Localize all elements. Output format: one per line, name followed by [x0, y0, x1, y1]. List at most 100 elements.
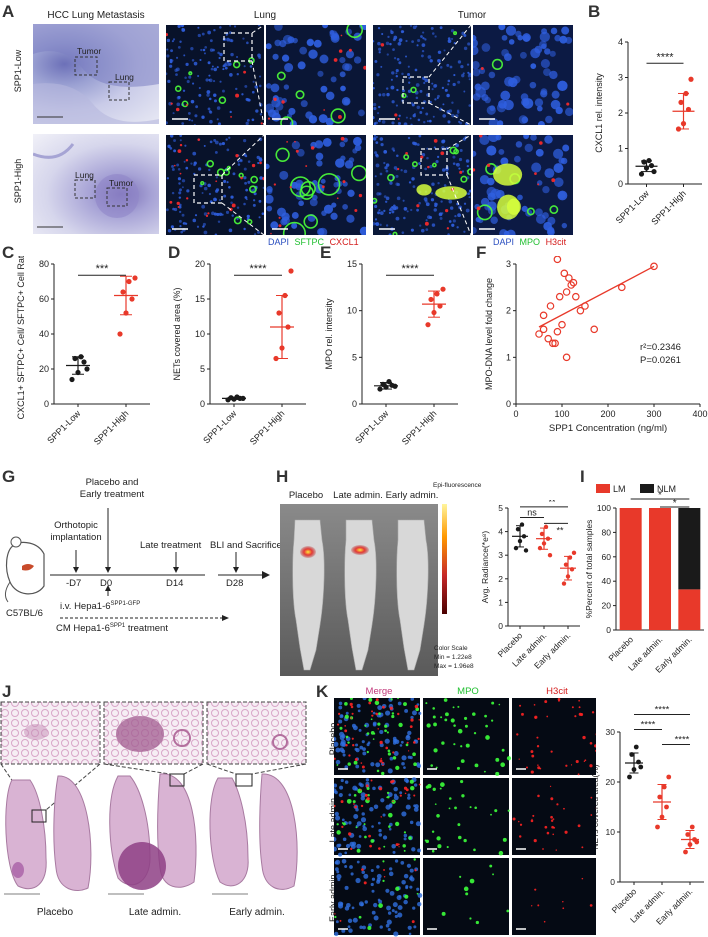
data-point: [618, 283, 626, 292]
g-cm-tail: treatment: [125, 623, 168, 635]
g-placebo-early: Placebo and Early treatment: [79, 477, 145, 500]
y-tick-label: 3: [498, 550, 503, 560]
data-point: [553, 256, 562, 264]
k-col-merge: Merge: [365, 686, 393, 697]
bar-nlm: [678, 508, 701, 590]
g-iv: i.v. Hepa1-6SPP1-GFP: [60, 601, 140, 612]
data-point: [666, 774, 672, 780]
j-label-early: Early admin.: [229, 907, 285, 918]
bar-lm: [619, 508, 642, 630]
data-point: [567, 281, 576, 289]
g-mouse-strain: C57BL/6: [6, 608, 43, 619]
h-label-late: Late admin.: [333, 490, 383, 501]
g-cm-text: CM Hepa1-6: [56, 623, 110, 635]
y-tick-label: 1: [506, 352, 511, 362]
data-point: [562, 353, 571, 362]
legend-swatch-lm: [596, 484, 610, 493]
data-point: [638, 171, 645, 177]
y-tick-label: 0: [200, 399, 205, 409]
data-point: [657, 794, 663, 800]
y-tick-label: 60: [602, 552, 612, 562]
chart-e: 0 5 10 15 SPP1-Low SPP1-High MPO rel. intensit…: [324, 259, 458, 447]
y-axis-label: Avg. Radiance(*e⁸): [480, 531, 490, 604]
g-orthotopic: Orthotopic implantation: [50, 520, 102, 543]
data-point: [84, 366, 90, 372]
k-if-tile: [334, 777, 422, 857]
h-epi: Epi-fluorescence: [433, 482, 482, 489]
sig-label: *: [658, 490, 662, 501]
if-lung-low-zoom: [265, 24, 367, 126]
y-tick-label: 0: [606, 625, 611, 635]
if-tumor-high-zoom: [472, 134, 574, 236]
j-label-placebo: Placebo: [36, 907, 74, 918]
data-point: [555, 292, 564, 301]
y-tick-label: 100: [597, 503, 611, 513]
y-axis-label: MPO-DNA level fold change: [484, 278, 494, 390]
data-point: [636, 759, 641, 765]
y-tick-label: 40: [602, 576, 612, 586]
k-if-tile: [334, 858, 423, 937]
x-axis-label: SPP1 Concentration (ng/ml): [549, 423, 667, 434]
k-if-grid: [334, 698, 596, 937]
x-tick-label: 300: [646, 409, 661, 419]
data-point: [547, 553, 553, 558]
data-point: [535, 330, 543, 338]
y-tick-label: 20: [195, 259, 205, 269]
if-lung-high-zoom: [265, 134, 367, 236]
x-tick-label: SPP1-High: [649, 188, 688, 227]
chart-d: 0 5 10 15 20 SPP1-Low SPP1-High NETs covered ar…: [172, 259, 306, 447]
y-axis-label: CXCL1 rel. intensity: [594, 73, 604, 153]
if-tumor-low-overview: [372, 24, 472, 126]
k-if-tile: [423, 778, 510, 856]
data-point: [539, 531, 545, 537]
y-tick-label: 10: [347, 306, 357, 316]
y-tick-label: 40: [39, 329, 49, 339]
mouse-icon: [4, 536, 45, 603]
y-tick-label: 15: [195, 294, 205, 304]
k-col-mpo: MPO: [457, 686, 479, 697]
data-point: [425, 322, 431, 328]
data-point: [549, 339, 557, 348]
legend-dapi: DAPI: [268, 237, 290, 247]
he-label-tumor-low: Tumor: [77, 46, 102, 56]
legend-h3cit: H3cit: [545, 237, 567, 247]
bli-color-scale: [442, 504, 447, 614]
panel-letter-d: D: [168, 243, 181, 262]
data-point: [648, 162, 655, 169]
k-if-tile: [334, 698, 422, 776]
data-point: [561, 581, 567, 586]
sig-label: ns: [527, 507, 537, 517]
he-zoom-late: [103, 701, 204, 765]
h-min: Min = 1.22e8: [434, 654, 472, 661]
x-tick-label: Placebo: [606, 634, 635, 663]
bli-images: [280, 504, 438, 676]
j-label-late: Late admin.: [128, 907, 182, 918]
h-label-early: Early admin.: [385, 490, 439, 501]
g-iv-sup: SPP1-GFP: [110, 601, 141, 607]
x-tick-label: SPP1-Low: [201, 408, 238, 445]
y-tick-label: 1: [618, 144, 623, 154]
y-axis-label: NETs covered area (%): [172, 287, 182, 380]
k-if-tile: [512, 698, 596, 776]
header-hcc-lung-metastasis: HCC Lung Metastasis: [47, 10, 145, 21]
sig-label: ****: [656, 51, 674, 63]
y-axis-label: %Percent of total samples: [584, 520, 594, 619]
y-tick-label: 20: [602, 601, 612, 611]
panel-letter-e: E: [320, 243, 332, 262]
x-tick-label: SPP1-High: [248, 408, 287, 447]
data-point: [132, 275, 138, 281]
fit-line: [538, 265, 655, 328]
legend-label-lm: LM: [613, 484, 626, 494]
panel-letter-b: B: [588, 2, 601, 21]
y-tick-label: 4: [618, 37, 623, 47]
legend-lung-channels: DAPI SFTPC CXCL1: [268, 237, 359, 247]
data-point: [651, 168, 657, 175]
he-label-lung-low: Lung: [115, 72, 134, 82]
y-tick-label: 5: [200, 364, 205, 374]
y-tick-label: 2: [498, 574, 503, 584]
panel-letter-a: A: [2, 2, 15, 21]
data-point: [572, 292, 580, 301]
g-late: Late treatment: [140, 540, 202, 551]
